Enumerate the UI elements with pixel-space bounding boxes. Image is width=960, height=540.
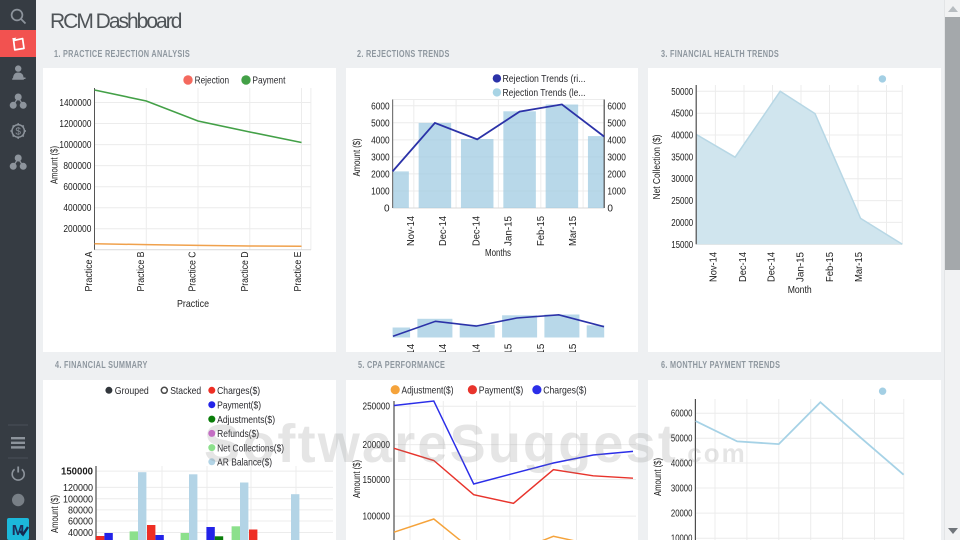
svg-text:3000: 3000 (607, 152, 626, 163)
svg-text:5000: 5000 (371, 118, 390, 129)
svg-text:Feb-15: Feb-15 (536, 216, 547, 246)
svg-text:Feb-15: Feb-15 (536, 343, 547, 352)
svg-text:Adjustments($): Adjustments($) (217, 415, 275, 426)
svg-text:40000: 40000 (68, 528, 93, 539)
svg-text:120000: 120000 (63, 483, 93, 494)
svg-text:40000: 40000 (671, 459, 693, 470)
svg-text:Stacked: Stacked (170, 386, 201, 397)
svg-text:6000: 6000 (371, 101, 390, 112)
svg-text:Jan-15: Jan-15 (795, 252, 806, 282)
svg-text:150000: 150000 (363, 475, 391, 486)
svg-text:Grouped: Grouped (115, 386, 149, 397)
svg-text:10000: 10000 (671, 534, 693, 540)
svg-text:2000: 2000 (371, 169, 390, 180)
svg-text:AR Balance($): AR Balance($) (217, 458, 272, 469)
svg-text:0: 0 (384, 204, 390, 215)
svg-text:Net Collection ($): Net Collection ($) (651, 135, 663, 200)
svg-text:60000: 60000 (68, 517, 93, 528)
svg-text:Payment($): Payment($) (479, 385, 524, 396)
svg-text:250000: 250000 (363, 402, 391, 413)
svg-text:Nov-14: Nov-14 (406, 216, 417, 246)
svg-text:Net Collections($): Net Collections($) (217, 443, 284, 454)
svg-text:Rejection Trends (ri...: Rejection Trends (ri... (503, 74, 586, 85)
svg-text:Nov-14: Nov-14 (406, 343, 417, 352)
svg-text:150000: 150000 (61, 467, 93, 478)
svg-text:Mar-15: Mar-15 (854, 252, 865, 282)
svg-text:Feb-15: Feb-15 (825, 252, 836, 282)
svg-text:Dec-14: Dec-14 (438, 343, 449, 352)
svg-text:2000: 2000 (607, 169, 626, 180)
svg-text:Month: Month (788, 284, 812, 296)
svg-text:100000: 100000 (363, 512, 391, 523)
svg-text:Dec-14: Dec-14 (471, 216, 482, 246)
svg-text:Amount ($): Amount ($) (351, 460, 363, 498)
svg-text:200000: 200000 (63, 224, 91, 235)
svg-text:$: $ (15, 127, 21, 138)
svg-text:Charges($): Charges($) (543, 385, 586, 396)
svg-text:4000: 4000 (371, 135, 390, 146)
svg-text:5000: 5000 (607, 118, 626, 129)
svg-text:100000: 100000 (63, 494, 93, 505)
svg-text:30000: 30000 (671, 174, 693, 185)
svg-text:Refunds($): Refunds($) (217, 429, 259, 440)
svg-text:Practice A: Practice A (84, 251, 95, 291)
svg-text:60000: 60000 (671, 409, 693, 420)
svg-text:800000: 800000 (63, 161, 91, 172)
svg-text:Payment($): Payment($) (217, 400, 261, 411)
svg-text:Nov-14: Nov-14 (708, 252, 719, 282)
svg-text:600000: 600000 (63, 182, 91, 193)
svg-text:200000: 200000 (363, 440, 391, 451)
svg-text:Practice B: Practice B (136, 251, 147, 291)
svg-text:Mar-15: Mar-15 (568, 216, 579, 246)
svg-text:80000: 80000 (68, 505, 93, 516)
svg-text:6000: 6000 (607, 101, 626, 112)
svg-text:Dec-14: Dec-14 (471, 343, 482, 352)
svg-text:Mar-15: Mar-15 (568, 343, 579, 352)
svg-text:15000: 15000 (671, 240, 693, 251)
svg-text:0: 0 (607, 204, 613, 215)
svg-text:Dec-14: Dec-14 (738, 252, 749, 282)
svg-text:1400000: 1400000 (59, 98, 91, 109)
svg-text:Practice D: Practice D (240, 252, 251, 292)
svg-text:Payment: Payment (252, 76, 285, 87)
svg-text:40000: 40000 (671, 131, 693, 142)
svg-text:Rejection Trends (le...: Rejection Trends (le... (503, 88, 586, 99)
svg-text:20000: 20000 (671, 509, 693, 520)
svg-text:50000: 50000 (671, 434, 693, 445)
svg-text:50000: 50000 (671, 87, 693, 98)
svg-text:1200000: 1200000 (59, 119, 91, 130)
svg-text:Practice E: Practice E (293, 251, 304, 291)
svg-text:Amount ($): Amount ($) (49, 146, 61, 184)
svg-text:3000: 3000 (371, 152, 390, 163)
svg-text:Months: Months (485, 247, 511, 259)
svg-text:Charges($): Charges($) (217, 386, 260, 397)
svg-text:25000: 25000 (671, 196, 693, 207)
svg-text:Amount ($): Amount ($) (652, 458, 664, 496)
svg-text:Amount ($): Amount ($) (351, 138, 363, 176)
svg-text:4000: 4000 (607, 135, 626, 146)
svg-text:Adjustment($): Adjustment($) (402, 385, 454, 396)
svg-text:Practice: Practice (177, 298, 209, 310)
svg-text:Rejection: Rejection (195, 76, 230, 87)
svg-text:M: M (12, 522, 25, 539)
svg-text:Jan-15: Jan-15 (504, 343, 515, 352)
svg-text:45000: 45000 (671, 109, 693, 120)
svg-text:1000: 1000 (607, 187, 626, 198)
svg-text:Practice C: Practice C (188, 252, 199, 292)
svg-text:1000000: 1000000 (59, 140, 91, 151)
svg-text:30000: 30000 (671, 484, 693, 495)
svg-text:Amount ($): Amount ($) (49, 495, 61, 533)
svg-text:Dec-14: Dec-14 (766, 252, 777, 282)
svg-text:Dec-14: Dec-14 (438, 216, 449, 246)
svg-text:1000: 1000 (371, 187, 390, 198)
svg-text:20000: 20000 (671, 218, 693, 229)
svg-text:Jan-15: Jan-15 (504, 216, 515, 246)
svg-text:400000: 400000 (63, 203, 91, 214)
svg-text:35000: 35000 (671, 152, 693, 163)
